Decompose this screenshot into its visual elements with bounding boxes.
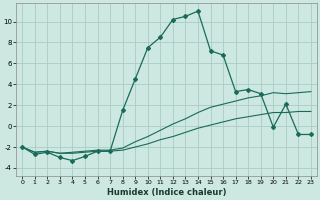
- X-axis label: Humidex (Indice chaleur): Humidex (Indice chaleur): [107, 188, 226, 197]
